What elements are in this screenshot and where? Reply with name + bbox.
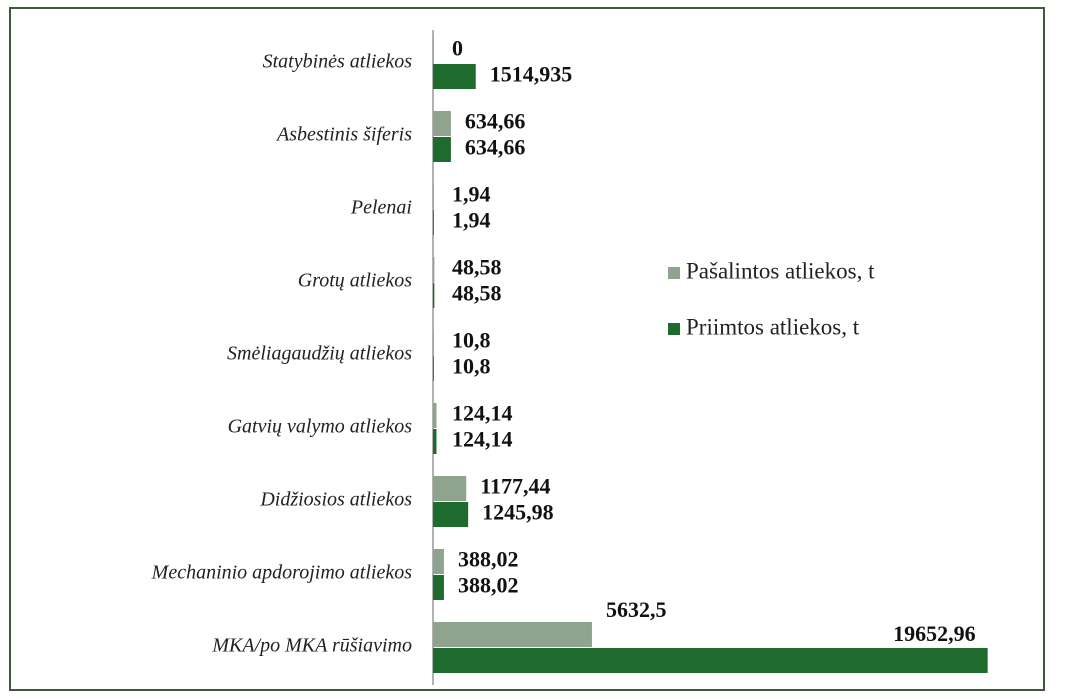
- value-label: 1177,44: [480, 474, 550, 499]
- legend-swatch: [668, 267, 680, 279]
- value-label: 634,66: [465, 135, 526, 160]
- value-label: 19652,96: [893, 621, 976, 646]
- value-label: 1514,935: [490, 62, 573, 87]
- category-label: Pelenai: [350, 197, 412, 219]
- bar: [433, 137, 451, 162]
- bar: [433, 549, 444, 574]
- bar: [433, 648, 988, 673]
- legend-label: Pašalintos atliekos, t: [686, 258, 875, 283]
- bar: [433, 622, 592, 647]
- value-label: 10,8: [452, 328, 491, 353]
- value-label: 388,02: [458, 573, 519, 598]
- category-label: Grotų atliekos: [298, 270, 412, 292]
- value-label: 634,66: [465, 109, 526, 134]
- value-label: 48,58: [452, 255, 502, 280]
- value-label: 124,14: [452, 427, 513, 452]
- frame: [9, 7, 1045, 691]
- bar: [433, 210, 434, 235]
- bar: [433, 476, 467, 501]
- category-label: Mechaninio apdorojimo atliekos: [151, 562, 413, 584]
- category-label: Statybinės atliekos: [263, 51, 413, 73]
- value-label: 1,94: [452, 182, 491, 207]
- value-label: 48,58: [452, 281, 502, 306]
- value-label: 1245,98: [482, 500, 554, 525]
- legend-swatch: [668, 323, 680, 335]
- value-label: 1,94: [452, 208, 491, 233]
- bar: [433, 38, 434, 63]
- category-label: Gatvių valymo atliekos: [228, 416, 413, 438]
- bar: [433, 403, 437, 428]
- bar: [433, 429, 437, 454]
- bar: [433, 283, 435, 308]
- bar: [433, 502, 469, 527]
- bar: [433, 356, 434, 381]
- bar: [433, 111, 451, 136]
- value-label: 10,8: [452, 354, 491, 379]
- value-label: 388,02: [458, 547, 519, 572]
- bar: [433, 257, 435, 282]
- legend-label: Priimtos atliekos, t: [686, 314, 860, 339]
- category-label: Asbestinis šiferis: [275, 124, 412, 146]
- value-label: 5632,5: [606, 597, 667, 622]
- category-label: MKA/po MKA rūšiavimo: [211, 635, 412, 657]
- category-label: Smėliagaudžių atliekos: [227, 343, 412, 365]
- bar: [433, 330, 434, 355]
- value-label: 0: [452, 36, 463, 61]
- bar: [433, 64, 476, 89]
- bar: [433, 575, 444, 600]
- value-label: 124,14: [452, 401, 513, 426]
- category-label: Didžiosios atliekos: [259, 489, 412, 511]
- bar: [433, 184, 434, 209]
